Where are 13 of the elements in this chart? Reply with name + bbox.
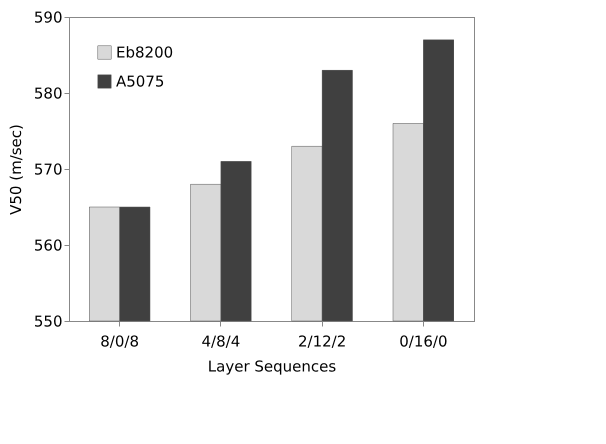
y-axis-title: V50 (m/sec) — [6, 124, 25, 215]
y-tick-label: 570 — [34, 160, 62, 178]
legend-label: A5075 — [116, 72, 164, 90]
x-tick-label: 0/16/0 — [399, 332, 448, 350]
x-axis-title: Layer Sequences — [208, 358, 336, 376]
y-tick-label: 560 — [34, 236, 62, 254]
y-tick-label: 580 — [34, 84, 62, 102]
y-tick-label: 590 — [34, 8, 62, 26]
x-tick-label: 8/0/8 — [100, 332, 139, 350]
x-tick-label: 2/12/2 — [298, 332, 346, 350]
legend-label: Eb8200 — [116, 44, 174, 62]
y-tick-label: 550 — [34, 312, 62, 330]
x-tick-label: 4/8/4 — [202, 332, 240, 350]
